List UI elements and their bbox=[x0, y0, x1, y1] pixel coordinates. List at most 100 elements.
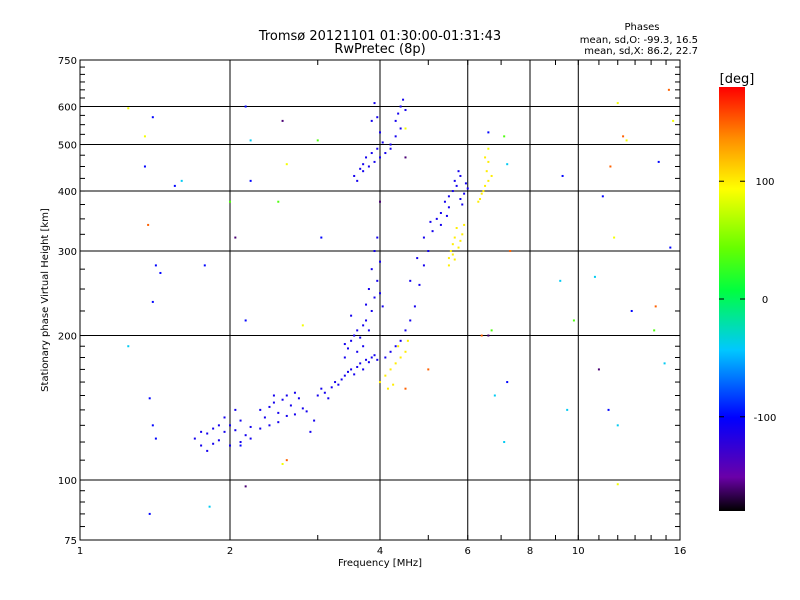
data-point bbox=[392, 383, 395, 386]
data-point bbox=[384, 356, 387, 359]
data-point bbox=[362, 368, 365, 371]
data-point bbox=[379, 260, 381, 263]
x-tick-label: 8 bbox=[527, 546, 533, 557]
y-tick-label: 75 bbox=[64, 536, 77, 547]
data-point bbox=[234, 236, 237, 239]
data-point bbox=[657, 160, 660, 163]
data-point bbox=[672, 119, 675, 122]
data-point bbox=[223, 416, 226, 419]
data-point bbox=[480, 334, 483, 337]
data-point bbox=[451, 243, 454, 246]
data-point bbox=[259, 427, 262, 430]
phase-note-o: mean, sd,O: -99.3, 16.5 bbox=[580, 35, 698, 46]
data-point bbox=[435, 217, 438, 220]
data-point bbox=[509, 250, 512, 253]
data-point bbox=[409, 279, 412, 282]
data-point bbox=[447, 257, 450, 260]
data-point bbox=[359, 336, 362, 339]
data-point bbox=[381, 305, 384, 308]
data-point bbox=[353, 334, 356, 337]
data-point bbox=[463, 223, 466, 226]
data-point bbox=[669, 246, 672, 249]
data-point bbox=[463, 192, 466, 195]
data-point bbox=[229, 444, 231, 447]
data-point bbox=[455, 227, 458, 230]
data-point bbox=[367, 165, 370, 168]
data-point bbox=[453, 258, 456, 261]
data-point bbox=[464, 182, 467, 185]
y-tick-label: 500 bbox=[58, 141, 77, 152]
data-point bbox=[239, 419, 242, 422]
data-point bbox=[447, 206, 450, 209]
data-point bbox=[429, 220, 432, 223]
data-point bbox=[313, 419, 316, 422]
data-point bbox=[249, 425, 252, 428]
data-points bbox=[127, 88, 675, 515]
data-point bbox=[379, 131, 381, 134]
data-point bbox=[503, 441, 506, 444]
y-tick-label: 300 bbox=[58, 247, 77, 258]
data-point bbox=[373, 354, 376, 357]
data-point bbox=[249, 179, 252, 182]
data-point bbox=[356, 179, 359, 182]
data-point bbox=[384, 374, 387, 377]
data-point bbox=[461, 203, 464, 206]
data-point bbox=[381, 141, 384, 144]
data-point bbox=[394, 135, 397, 138]
data-point bbox=[159, 271, 162, 274]
data-point bbox=[373, 296, 376, 299]
data-point bbox=[203, 264, 206, 267]
data-point bbox=[373, 102, 376, 105]
data-point bbox=[439, 212, 442, 215]
data-point bbox=[343, 374, 346, 377]
data-point bbox=[316, 394, 319, 397]
data-point bbox=[356, 350, 359, 353]
data-point bbox=[622, 135, 625, 138]
data-point bbox=[663, 362, 666, 365]
data-point bbox=[353, 373, 356, 376]
data-point bbox=[477, 200, 480, 203]
data-point bbox=[346, 370, 349, 373]
data-point bbox=[490, 329, 493, 332]
data-point bbox=[343, 356, 346, 359]
data-point bbox=[373, 160, 376, 163]
data-point bbox=[487, 179, 490, 182]
data-point bbox=[239, 444, 242, 447]
data-point bbox=[601, 195, 604, 198]
data-point bbox=[379, 200, 381, 203]
data-point bbox=[367, 329, 370, 332]
data-point bbox=[327, 397, 330, 400]
data-point bbox=[379, 292, 381, 295]
data-point bbox=[268, 424, 271, 427]
data-point bbox=[370, 309, 373, 312]
data-point bbox=[482, 190, 485, 193]
y-tick-label: 750 bbox=[58, 56, 77, 67]
data-point bbox=[439, 223, 442, 226]
data-point bbox=[334, 381, 337, 384]
data-point bbox=[143, 165, 146, 168]
data-point bbox=[229, 424, 231, 427]
data-point bbox=[399, 339, 402, 342]
data-point bbox=[379, 156, 381, 159]
y-tick-label: 400 bbox=[58, 187, 77, 198]
data-point bbox=[244, 319, 247, 322]
data-point bbox=[289, 404, 292, 407]
data-point bbox=[281, 398, 284, 401]
data-point bbox=[506, 163, 509, 166]
data-point bbox=[154, 264, 157, 267]
data-point bbox=[277, 411, 280, 414]
data-point bbox=[487, 131, 490, 134]
data-point bbox=[212, 442, 215, 445]
data-point bbox=[151, 300, 154, 303]
data-point bbox=[346, 347, 349, 350]
y-tick-label: 100 bbox=[58, 476, 77, 487]
data-point bbox=[367, 288, 370, 291]
data-point bbox=[297, 397, 300, 400]
data-point bbox=[359, 362, 362, 365]
data-point bbox=[389, 147, 392, 150]
data-point bbox=[397, 345, 400, 348]
data-point bbox=[263, 416, 266, 419]
data-point bbox=[480, 192, 483, 195]
data-point bbox=[367, 361, 370, 364]
